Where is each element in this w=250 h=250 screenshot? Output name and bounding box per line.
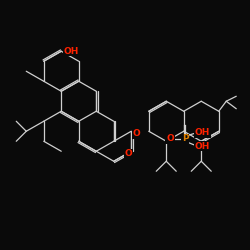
Text: P: P [182, 134, 188, 143]
Text: OH: OH [195, 128, 210, 137]
Text: OH: OH [195, 142, 210, 151]
Text: O: O [132, 129, 140, 138]
Text: OH: OH [64, 47, 79, 56]
Text: O: O [166, 134, 174, 143]
Text: O: O [125, 149, 132, 158]
